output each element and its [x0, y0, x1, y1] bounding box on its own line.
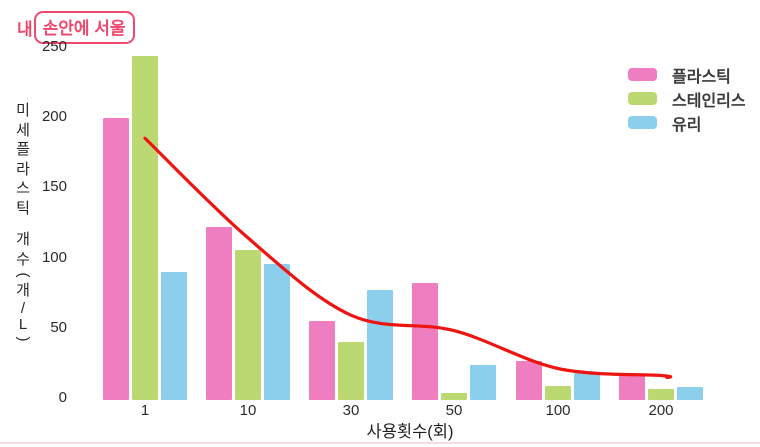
bar [309, 321, 335, 400]
bar [545, 386, 571, 400]
bar [103, 118, 129, 400]
y-axis-title-char: 미 [16, 102, 30, 119]
page-bottom-divider [0, 442, 760, 444]
bar [206, 227, 232, 400]
legend-swatch-plastic [628, 68, 657, 81]
legend-swatch-stainless [628, 92, 657, 105]
y-axis-title-char: L [18, 315, 28, 333]
x-axis-title: 사용횟수(회) [366, 423, 454, 441]
y-axis-title-char: 수 [16, 250, 30, 268]
y-axis-title-char: 라 [16, 160, 30, 178]
bar [412, 283, 438, 400]
bar [161, 272, 187, 400]
bar [235, 250, 261, 400]
legend-item-stainless: 스테인리스 [628, 90, 746, 110]
logo-text-boxed: 손안에 서울 [33, 11, 135, 44]
y-tick-label: 50 [50, 318, 67, 336]
legend-item-glass: 유리 [628, 114, 746, 134]
bar [574, 373, 600, 400]
y-axis-title-char: 세 [16, 121, 30, 139]
legend-label-stainless: 스테인리스 [672, 92, 746, 110]
y-axis-title-char: 개 [16, 231, 30, 248]
site-logo: 내 손안에 서울 [17, 11, 135, 44]
y-tick-label: 150 [41, 178, 67, 196]
y-axis-title-char: 개 [16, 282, 30, 299]
x-tick-label: 1 [140, 402, 150, 419]
legend-label-glass: 유리 [672, 116, 702, 134]
bar [367, 290, 393, 400]
bar [132, 56, 158, 400]
logo-text-prefix: 내 [17, 20, 33, 39]
legend-item-plastic: 플라스틱 [628, 66, 746, 86]
bar [338, 342, 364, 400]
bar [264, 264, 290, 400]
y-axis-title-char: / [20, 299, 26, 317]
y-tick-label: 200 [41, 108, 67, 126]
y-axis-title-char: 플 [16, 141, 30, 158]
y-axis-title-char: 틱 [16, 199, 30, 217]
y-axis-title-char [12, 218, 34, 230]
x-tick-label: 30 [342, 402, 360, 419]
bar [619, 375, 645, 400]
legend-label-plastic: 플라스틱 [672, 68, 731, 86]
bar [470, 365, 496, 400]
legend: 플라스틱 스테인리스 유리 [628, 66, 746, 138]
x-tick-label: 50 [445, 402, 463, 419]
legend-swatch-glass [628, 116, 657, 129]
y-axis-title-char: 스 [16, 180, 30, 197]
x-tick-label: 100 [545, 402, 571, 419]
y-tick-label: 0 [58, 389, 67, 406]
bar [441, 393, 467, 400]
y-tick-label: 100 [41, 248, 67, 266]
y-axis-title: 미 세 플 라 스 틱 개 수(개 / L) [12, 101, 34, 345]
y-axis-title-char: ( [15, 272, 32, 278]
bar [648, 389, 674, 400]
y-tick-label: 250 [41, 38, 67, 55]
bar [677, 387, 703, 400]
bar [516, 361, 542, 400]
x-tick-label: 10 [239, 402, 257, 419]
x-tick-label: 200 [648, 402, 674, 419]
